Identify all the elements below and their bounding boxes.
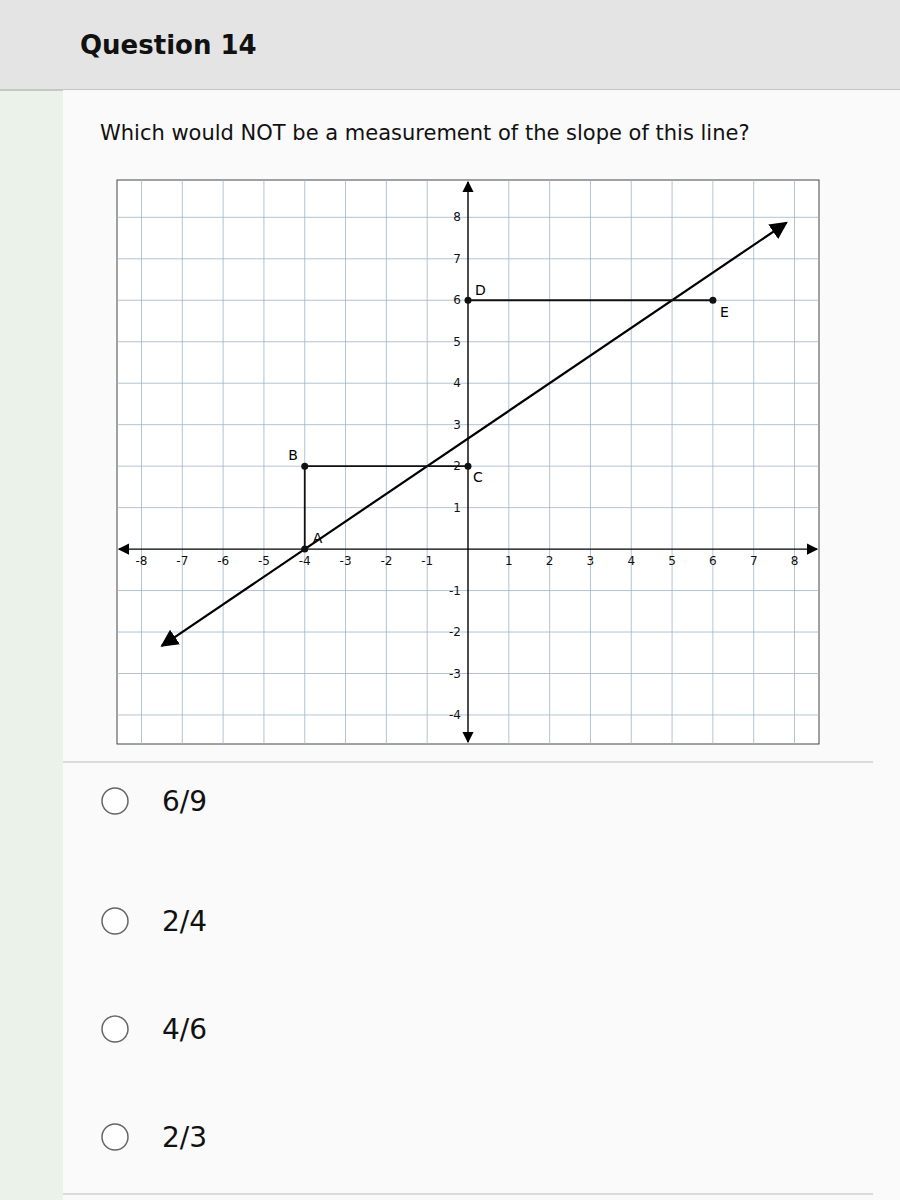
plot-frame <box>117 180 819 744</box>
point-label: D <box>475 282 486 298</box>
point-marker <box>465 463 472 470</box>
grid-line-x <box>345 180 346 744</box>
point-label: B <box>288 447 298 463</box>
x-tick-label: 2 <box>546 554 554 568</box>
y-tick-label: 5 <box>453 335 461 349</box>
grid-line-x <box>141 180 142 744</box>
page-background <box>0 0 900 1200</box>
segment-line <box>305 466 468 549</box>
grid-line-x <box>712 180 713 744</box>
point-marker <box>465 297 472 304</box>
title: Question 14 <box>80 30 257 60</box>
choice-text[interactable]: 2/3 <box>162 1121 207 1154</box>
y-tick-label: 1 <box>453 501 461 515</box>
radio-button[interactable] <box>102 1016 128 1042</box>
grid-line-x <box>386 180 387 744</box>
x-tick-label: -5 <box>258 554 270 568</box>
separator <box>63 762 873 763</box>
grid-line-x <box>631 180 632 744</box>
y-tick-label: 7 <box>453 252 461 266</box>
grid-line-x <box>549 180 550 744</box>
grid-line-x <box>427 180 428 744</box>
data-group <box>162 223 786 646</box>
radio-button[interactable] <box>102 788 128 814</box>
grid-line-x <box>304 180 305 744</box>
radio-button[interactable] <box>102 908 128 934</box>
y-tick-label: -3 <box>449 667 461 681</box>
segment-line <box>468 299 713 301</box>
x-tick-label: -7 <box>176 554 188 568</box>
point-marker <box>301 546 308 553</box>
radio-button[interactable] <box>102 1124 128 1150</box>
y-tick-label: 4 <box>453 376 461 390</box>
y-tick-label: -1 <box>449 584 461 598</box>
x-tick-label: -4 <box>299 554 311 568</box>
choice-text[interactable]: 6/9 <box>162 785 207 818</box>
x-tick-label: 4 <box>627 554 635 568</box>
x-tick-label: 5 <box>668 554 676 568</box>
point-label: A <box>313 530 323 546</box>
chart: Question 14 Which would NOT be a measurem… <box>0 0 900 1200</box>
grid-line-x <box>182 180 183 744</box>
x-tick-label: 6 <box>709 554 717 568</box>
point-marker <box>301 463 308 470</box>
grid-line-x <box>794 180 795 744</box>
point-label: C <box>473 469 483 485</box>
point-marker <box>709 297 716 304</box>
x-tick-label: -6 <box>217 554 229 568</box>
grid-line-x <box>753 180 754 744</box>
grid-line-x <box>263 180 264 744</box>
y-axis <box>467 182 468 742</box>
main-line <box>162 223 786 646</box>
y-tick-label: 6 <box>453 293 461 307</box>
y-tick-label: -2 <box>449 625 461 639</box>
x-tick-label: 7 <box>750 554 758 568</box>
grid-line-x <box>672 180 673 744</box>
x-tick-label: -8 <box>136 554 148 568</box>
grid-line-x <box>508 180 509 744</box>
content-panel <box>63 90 900 1200</box>
x-tick-label: 8 <box>791 554 799 568</box>
y-tick-label: -4 <box>449 708 461 722</box>
grid-line-x <box>590 180 591 744</box>
choice-text[interactable]: 4/6 <box>162 1013 207 1046</box>
y-tick-label: 3 <box>453 418 461 432</box>
separator <box>63 1194 873 1195</box>
x-tick-label: -1 <box>421 554 433 568</box>
x-tick-label: 3 <box>587 554 595 568</box>
title-bar <box>0 0 900 90</box>
y-tick-label: 8 <box>453 210 461 224</box>
choice-text[interactable]: 2/4 <box>162 905 207 938</box>
point-label: E <box>720 304 729 320</box>
x-tick-label: -3 <box>340 554 352 568</box>
question-text: Which would NOT be a measurement of the … <box>100 121 750 145</box>
x-tick-label: 1 <box>505 554 513 568</box>
x-tick-label: -2 <box>380 554 392 568</box>
grid <box>117 180 819 744</box>
grid-line-x <box>223 180 224 744</box>
